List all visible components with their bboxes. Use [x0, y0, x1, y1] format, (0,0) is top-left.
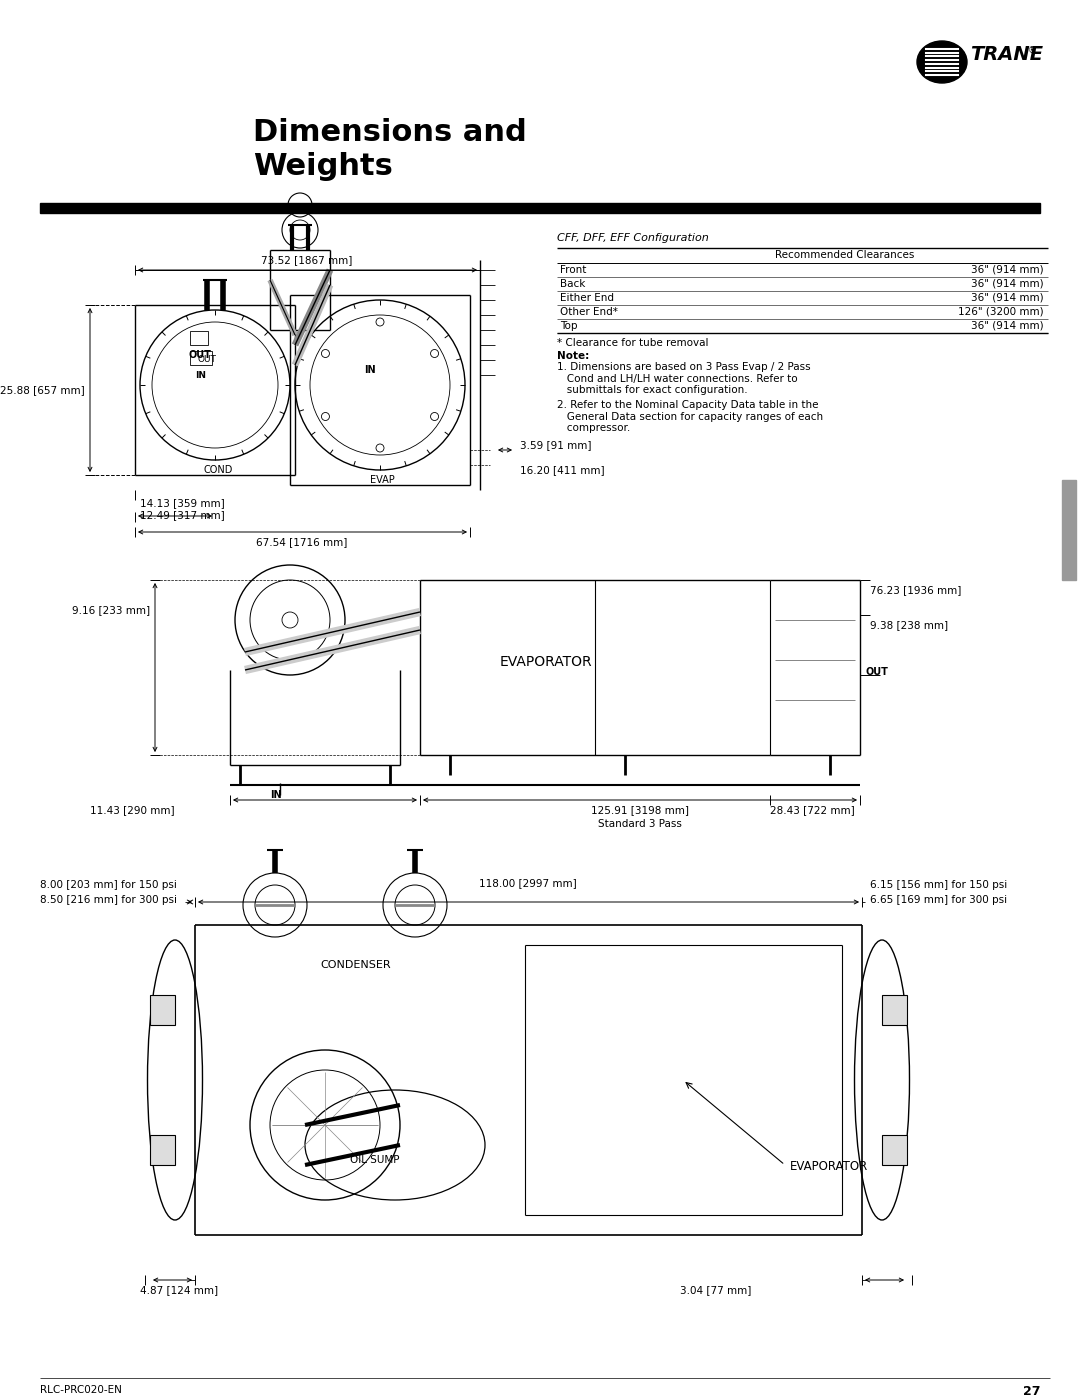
- Text: 4.87 [124 mm]: 4.87 [124 mm]: [140, 1285, 218, 1295]
- Ellipse shape: [917, 41, 967, 82]
- Bar: [150, 1134, 175, 1165]
- Circle shape: [376, 444, 384, 453]
- Text: 3.59 [91 mm]: 3.59 [91 mm]: [519, 440, 592, 450]
- Text: Note:: Note:: [557, 351, 590, 360]
- Text: 28.43 [722 mm]: 28.43 [722 mm]: [770, 805, 855, 814]
- Text: 67.54 [1716 mm]: 67.54 [1716 mm]: [256, 536, 348, 548]
- Text: OIL SUMP: OIL SUMP: [350, 1155, 400, 1165]
- Text: 36" (914 mm): 36" (914 mm): [971, 265, 1044, 275]
- Text: 11.43 [290 mm]: 11.43 [290 mm]: [90, 805, 175, 814]
- Text: 14.13 [359 mm]: 14.13 [359 mm]: [140, 497, 225, 509]
- Bar: [882, 995, 907, 1025]
- Text: 36" (914 mm): 36" (914 mm): [971, 321, 1044, 331]
- Text: EVAP: EVAP: [370, 475, 395, 485]
- Text: 8.50 [216 mm] for 300 psi: 8.50 [216 mm] for 300 psi: [40, 895, 177, 905]
- Text: 76.23 [1936 mm]: 76.23 [1936 mm]: [870, 585, 961, 595]
- Circle shape: [376, 319, 384, 326]
- Circle shape: [322, 349, 329, 358]
- Bar: [190, 331, 208, 345]
- Text: Front: Front: [561, 265, 586, 275]
- Text: OUT: OUT: [189, 351, 212, 360]
- Text: 3.04 [77 mm]: 3.04 [77 mm]: [680, 1285, 752, 1295]
- Bar: [190, 351, 212, 365]
- Text: Either End: Either End: [561, 293, 615, 303]
- Text: IN: IN: [195, 370, 206, 380]
- Bar: [882, 1134, 907, 1165]
- Text: * Clearance for tube removal: * Clearance for tube removal: [557, 338, 708, 348]
- Text: 9.38 [238 mm]: 9.38 [238 mm]: [870, 620, 948, 630]
- Text: 126" (3200 mm): 126" (3200 mm): [958, 307, 1044, 317]
- Text: COND: COND: [203, 465, 232, 475]
- Text: 118.00 [2997 mm]: 118.00 [2997 mm]: [480, 877, 577, 888]
- Text: ®: ®: [1028, 46, 1036, 54]
- Text: IN: IN: [364, 365, 376, 374]
- Circle shape: [431, 349, 438, 358]
- Text: 73.52 [1867 mm]: 73.52 [1867 mm]: [261, 256, 353, 265]
- Text: 9.16 [233 mm]: 9.16 [233 mm]: [72, 605, 150, 615]
- Text: OUT: OUT: [197, 355, 216, 365]
- Text: Recommended Clearances: Recommended Clearances: [775, 250, 915, 260]
- Text: 25.88 [657 mm]: 25.88 [657 mm]: [0, 386, 85, 395]
- Text: CONDENSER: CONDENSER: [320, 960, 391, 970]
- Text: 16.20 [411 mm]: 16.20 [411 mm]: [519, 465, 605, 475]
- Text: Other End*: Other End*: [561, 307, 618, 317]
- Bar: [1062, 481, 1076, 580]
- Text: 6.65 [169 mm] for 300 psi: 6.65 [169 mm] for 300 psi: [870, 895, 1008, 905]
- Text: 36" (914 mm): 36" (914 mm): [971, 279, 1044, 289]
- Text: EVAPORATOR: EVAPORATOR: [500, 655, 593, 669]
- Circle shape: [322, 412, 329, 420]
- Text: CFF, DFF, EFF Configuration: CFF, DFF, EFF Configuration: [557, 233, 708, 243]
- Text: 8.00 [203 mm] for 150 psi: 8.00 [203 mm] for 150 psi: [40, 880, 177, 890]
- Circle shape: [431, 412, 438, 420]
- Text: 36" (914 mm): 36" (914 mm): [971, 293, 1044, 303]
- Text: 2. Refer to the Nominal Capacity Data table in the
   General Data section for c: 2. Refer to the Nominal Capacity Data ta…: [557, 400, 823, 433]
- Text: EVAPORATOR: EVAPORATOR: [789, 1160, 868, 1173]
- Text: Standard 3 Pass: Standard 3 Pass: [598, 819, 681, 828]
- Text: RLC-PRC020-EN: RLC-PRC020-EN: [40, 1384, 122, 1396]
- Text: Dimensions and: Dimensions and: [253, 117, 527, 147]
- Text: IN: IN: [270, 789, 282, 800]
- Bar: [150, 995, 175, 1025]
- Text: 12.49 [317 mm]: 12.49 [317 mm]: [140, 510, 225, 520]
- Text: 27: 27: [1023, 1384, 1040, 1397]
- Text: Back: Back: [561, 279, 585, 289]
- Text: OUT: OUT: [865, 666, 888, 678]
- Text: Weights: Weights: [253, 152, 393, 182]
- Text: 125.91 [3198 mm]: 125.91 [3198 mm]: [591, 805, 689, 814]
- Text: TRANE: TRANE: [970, 46, 1043, 64]
- Bar: [40, 203, 1040, 212]
- Text: 1. Dimensions are based on 3 Pass Evap / 2 Pass
   Cond and LH/LH water connecti: 1. Dimensions are based on 3 Pass Evap /…: [557, 362, 811, 395]
- Text: 6.15 [156 mm] for 150 psi: 6.15 [156 mm] for 150 psi: [870, 880, 1008, 890]
- Text: Top: Top: [561, 321, 578, 331]
